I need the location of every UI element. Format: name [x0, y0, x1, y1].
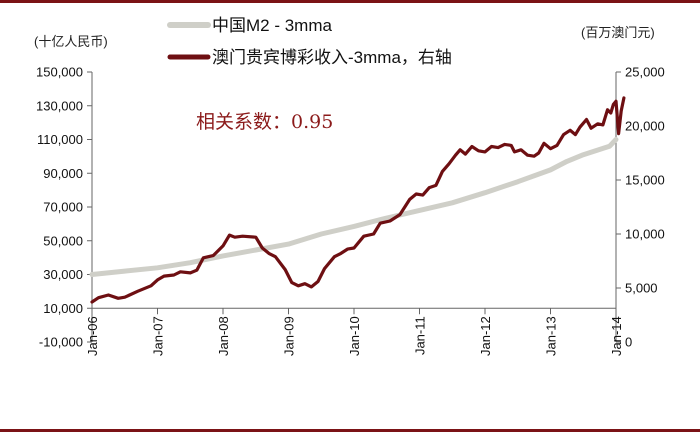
x-tick-label: Jan-09	[282, 316, 297, 356]
right-tick-label: 0	[625, 335, 632, 350]
left-tick-label: 10,000	[43, 301, 83, 316]
x-tick-label: Jan-08	[216, 316, 231, 356]
right-tick-label: 25,000	[625, 65, 665, 80]
right-tick-label: 20,000	[625, 119, 665, 134]
x-tick-label: Jan-13	[544, 316, 559, 356]
legend: 中国M2 - 3mma 澳门贵宾博彩收入-3mma，右轴	[167, 16, 452, 67]
x-tick-label: Jan-11	[413, 316, 428, 355]
series-line-china-m2	[89, 137, 619, 277]
top-border-line	[0, 0, 700, 3]
x-tick-label: Jan-06	[85, 316, 100, 356]
left-tick-label: 150,000	[36, 65, 83, 80]
right-tick-label: 10,000	[625, 227, 665, 242]
bottom-border-line	[0, 429, 700, 432]
axes: -10,000 10,000 30,000 50,000 70,000 90,000 110…	[36, 65, 665, 357]
x-tick-label: Jan-07	[151, 316, 166, 356]
left-tick-label: 90,000	[43, 166, 83, 181]
left-tick-label: 30,000	[43, 267, 83, 282]
left-axis-unit: (十亿人民币)	[34, 34, 108, 49]
left-tick-label: 130,000	[36, 98, 83, 113]
series-lines	[89, 96, 626, 304]
left-tick-label: 70,000	[43, 200, 83, 215]
left-tick-label: -10,000	[39, 335, 83, 350]
correlation-annotation: 相关系数：0.95	[196, 111, 333, 133]
x-tick-label: Jan-14	[609, 316, 624, 356]
legend-label-m2: 中国M2 - 3mma	[212, 16, 332, 35]
x-tick-label: Jan-10	[347, 316, 362, 356]
right-axis-unit: (百万澳门元)	[581, 25, 655, 40]
legend-label-vip: 澳门贵宾博彩收入-3mma，右轴	[212, 48, 452, 67]
right-tick-label: 5,000	[625, 281, 658, 296]
series-line-macau-vip-revenue	[90, 96, 626, 304]
x-tick-label: Jan-12	[478, 316, 493, 356]
right-tick-label: 15,000	[625, 173, 665, 188]
left-tick-label: 50,000	[43, 233, 83, 248]
left-tick-label: 110,000	[37, 132, 83, 147]
